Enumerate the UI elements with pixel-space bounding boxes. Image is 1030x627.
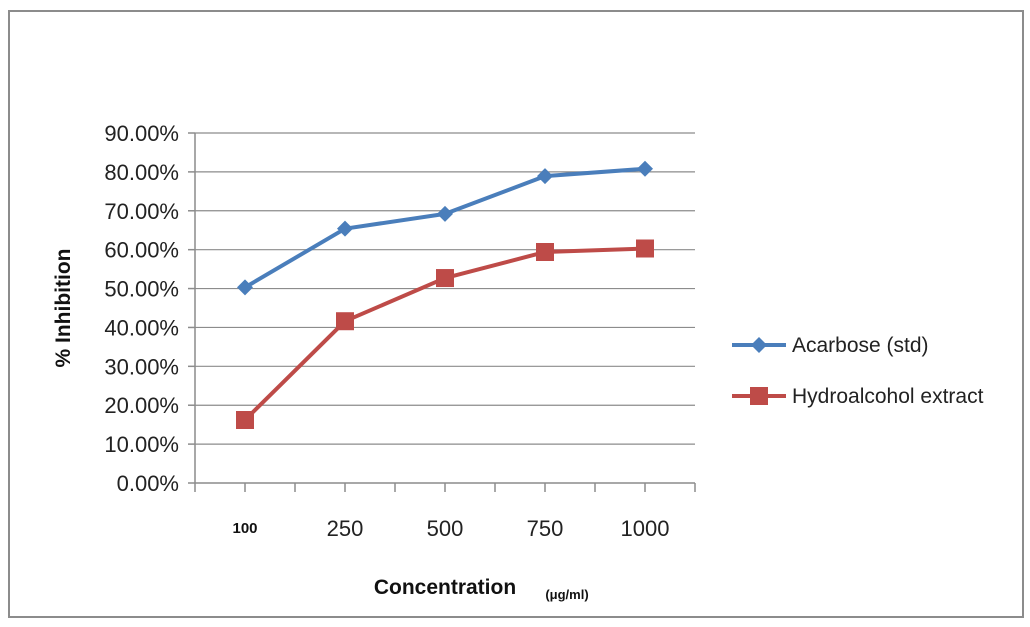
x-tick-label: 750 xyxy=(527,516,564,541)
data-point xyxy=(237,279,253,296)
x-tick-label: 500 xyxy=(427,516,464,541)
y-tick-label: 60.00% xyxy=(104,238,179,263)
legend-marker xyxy=(750,387,768,405)
x-tick-label: 250 xyxy=(327,516,364,541)
legend-marker xyxy=(751,337,767,353)
data-point xyxy=(436,269,454,288)
y-tick-label: 70.00% xyxy=(104,199,179,224)
y-tick-label: 80.00% xyxy=(104,160,179,185)
series-group xyxy=(236,160,654,429)
chart-frame xyxy=(8,10,1024,618)
axes xyxy=(188,132,696,492)
y-tick-label: 50.00% xyxy=(104,277,179,302)
data-point xyxy=(537,168,553,185)
y-tick-label: 30.00% xyxy=(104,354,179,379)
y-tick-label: 10.00% xyxy=(104,432,179,457)
x-tick-labels: 100 250 500 750 1000 xyxy=(232,516,669,541)
x-axis-title: Concentration xyxy=(374,576,516,599)
y-axis-title: % Inhibition xyxy=(52,249,75,368)
data-point xyxy=(236,411,254,429)
y-tick-label: 90.00% xyxy=(104,121,179,146)
legend-label: Hydroalcohol extract xyxy=(792,385,984,408)
data-point xyxy=(337,220,353,237)
legend: Acarbose (std) Hydroalcohol extract xyxy=(732,334,984,408)
data-point xyxy=(437,205,453,222)
x-tick-label: 100 xyxy=(232,520,257,537)
legend-label: Acarbose (std) xyxy=(792,334,929,357)
y-tick-label: 40.00% xyxy=(104,315,179,340)
data-point xyxy=(536,243,554,261)
x-tick-label: 1000 xyxy=(621,516,670,541)
data-point xyxy=(336,312,354,331)
x-axis-unit: (μg/ml) xyxy=(545,587,588,602)
y-tick-label: 20.00% xyxy=(104,393,179,418)
y-tick-label: 0.00% xyxy=(117,471,179,496)
data-point xyxy=(636,239,654,258)
data-point xyxy=(637,160,653,177)
y-tick-labels: 0.00% 10.00% 20.00% 30.00% 40.00% 50.00% 60.00… xyxy=(104,121,179,496)
